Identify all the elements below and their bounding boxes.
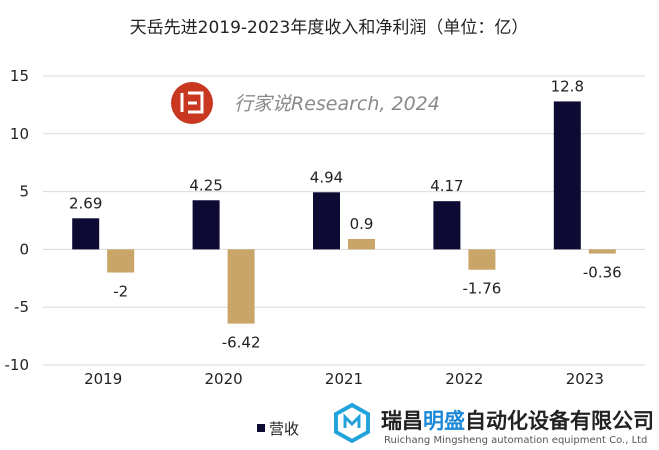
legend-label: 营收	[269, 420, 299, 438]
x-tick-label: 2023	[566, 370, 604, 388]
bar-revenue	[433, 201, 461, 250]
y-tick-label: 5	[19, 183, 29, 201]
gridlines	[43, 75, 645, 366]
chart-title: 天岳先进2019-2023年度收入和净利润（单位：亿）	[130, 18, 529, 38]
xingjiashuo-logo-icon	[171, 82, 213, 124]
bar-series-2	[227, 249, 255, 324]
data-label: -0.36	[583, 264, 622, 282]
data-label: 4.94	[310, 168, 343, 186]
bar-series-2	[107, 249, 135, 273]
y-tick-label: 0	[19, 240, 29, 258]
data-label: -6.42	[222, 334, 261, 352]
watermark: 行家说Research, 2024	[171, 82, 440, 124]
data-label: -2	[113, 283, 128, 301]
data-labels: 2.69 -2 4.25 -6.42 4.94 0.9 4.17 -1.76 12.8 -0.36	[69, 77, 622, 351]
x-axis: 2019 2020 2021 2022 2023	[84, 370, 604, 388]
bar-revenue	[553, 101, 581, 250]
legend: 营收	[257, 420, 299, 438]
bar-series-2	[588, 249, 616, 254]
x-tick-label: 2021	[325, 370, 363, 388]
company-english-name: Ruichang Mingsheng automation equipment …	[384, 435, 647, 446]
data-label: 12.8	[551, 77, 584, 95]
y-tick-label: -5	[14, 298, 29, 316]
company-logo: 瑞昌明盛自动化设备有限公司 Ruichang Mingsheng automat…	[334, 402, 654, 446]
data-label: 4.17	[430, 177, 463, 195]
company-name-prefix: 瑞昌	[381, 409, 423, 433]
legend-swatch	[257, 424, 265, 432]
y-axis: 15 10 5 0 -5 -10	[5, 67, 30, 374]
x-tick-label: 2019	[84, 370, 122, 388]
bar-series-2	[348, 238, 375, 250]
company-name: 瑞昌明盛自动化设备有限公司	[381, 409, 654, 433]
bar-revenue	[313, 192, 340, 250]
company-name-highlight: 明盛	[423, 409, 465, 433]
bar-series-2	[468, 249, 496, 270]
data-label: 4.25	[189, 176, 222, 194]
x-tick-label: 2020	[205, 370, 243, 388]
bar-revenue	[72, 218, 100, 250]
ruichang-mingsheng-logo-icon	[334, 402, 370, 444]
company-name-suffix: 自动化设备有限公司	[465, 409, 654, 433]
x-tick-label: 2022	[445, 370, 483, 388]
y-tick-label: 15	[10, 67, 29, 85]
bar-revenue	[192, 200, 220, 250]
watermark-text: 行家说Research, 2024	[234, 93, 440, 115]
bars	[72, 101, 616, 324]
y-tick-label: 10	[10, 125, 29, 143]
data-label: 2.69	[69, 194, 102, 212]
y-tick-label: -10	[5, 356, 30, 374]
data-label: -1.76	[462, 280, 501, 298]
data-label: 0.9	[350, 215, 374, 233]
